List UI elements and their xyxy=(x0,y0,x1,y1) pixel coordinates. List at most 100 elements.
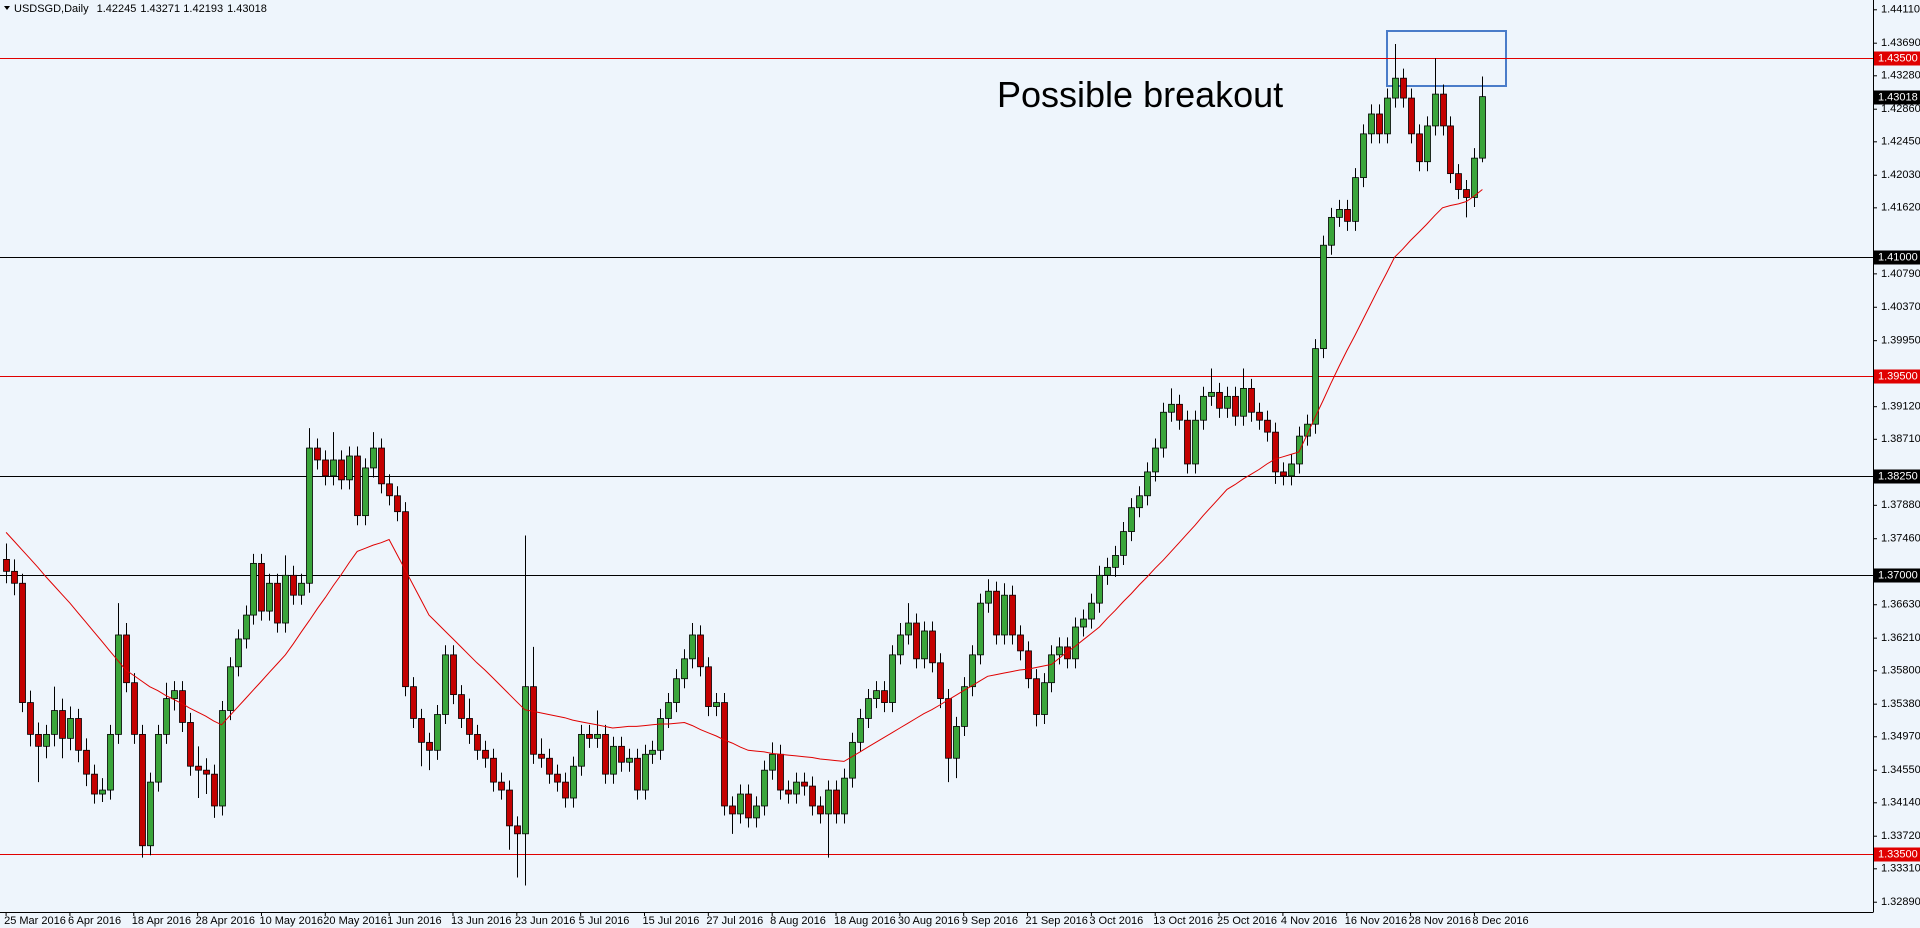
x-tick-label: 1 Jun 2016 xyxy=(387,915,441,927)
candle-body xyxy=(1232,395,1239,417)
candle xyxy=(1447,116,1454,184)
candle-body xyxy=(1320,244,1327,350)
candle-body xyxy=(841,777,848,815)
candle xyxy=(434,704,441,760)
candle xyxy=(1112,545,1119,577)
candle xyxy=(1471,148,1478,208)
candle-body xyxy=(434,714,441,751)
candle-body xyxy=(1025,650,1032,680)
candle-body xyxy=(386,483,393,497)
candle-body xyxy=(1176,403,1183,421)
candle-body xyxy=(985,590,992,604)
candle xyxy=(1392,43,1399,108)
candle xyxy=(634,748,641,800)
candle-body xyxy=(626,757,633,763)
candle xyxy=(1336,199,1343,227)
header-close: 1.43018 xyxy=(227,3,267,15)
candle xyxy=(1272,422,1279,484)
candle xyxy=(1176,394,1183,430)
candle-body xyxy=(881,690,888,703)
candle xyxy=(402,502,409,697)
candle xyxy=(737,784,744,824)
candle xyxy=(1136,486,1143,518)
candle-body xyxy=(35,733,42,747)
candle-body xyxy=(745,793,752,819)
candle-body xyxy=(211,773,218,807)
candle-body xyxy=(266,582,273,612)
candle xyxy=(761,760,768,816)
x-tick-label: 8 Aug 2016 xyxy=(770,915,826,927)
candle-body xyxy=(1264,419,1271,433)
candle xyxy=(1248,378,1255,422)
candle-body xyxy=(945,698,952,759)
x-tick-label: 10 May 2016 xyxy=(259,915,323,927)
x-tick-label: 8 Dec 2016 xyxy=(1472,915,1528,927)
candle-body xyxy=(833,789,840,815)
candle-body xyxy=(937,662,944,699)
candle-body xyxy=(897,634,904,656)
x-tick-label: 27 Jul 2016 xyxy=(706,915,763,927)
candle-body xyxy=(410,686,417,719)
candle-body xyxy=(793,781,800,795)
candle xyxy=(865,689,872,729)
candle xyxy=(570,756,577,808)
candle xyxy=(961,677,968,736)
candle xyxy=(929,621,936,673)
candle-body xyxy=(1072,626,1079,660)
candle xyxy=(123,623,130,693)
candle-body xyxy=(1112,555,1119,568)
candle-body xyxy=(1376,113,1383,135)
candle xyxy=(163,682,170,744)
candle xyxy=(458,685,465,729)
candle-body xyxy=(394,495,401,513)
candle xyxy=(705,657,712,717)
candle xyxy=(290,565,297,605)
candle xyxy=(857,708,864,752)
candle-body xyxy=(370,447,377,469)
x-tick-label: 21 Sep 2016 xyxy=(1026,915,1088,927)
candle xyxy=(51,686,58,747)
y-tick-label: 1.43690 xyxy=(1881,37,1920,49)
candle xyxy=(1216,382,1223,418)
candle-body xyxy=(993,590,1000,636)
annotation: Possible breakout xyxy=(997,74,1283,115)
candle-body xyxy=(155,733,162,783)
candle xyxy=(314,438,321,470)
candle-body xyxy=(1256,411,1263,421)
candle xyxy=(179,681,186,733)
candle-body xyxy=(195,765,202,771)
candle xyxy=(235,629,242,677)
candle-body xyxy=(450,654,457,696)
level-label: 1.39500 xyxy=(1878,370,1918,382)
candle-body xyxy=(729,805,736,815)
candle-body xyxy=(602,733,609,775)
candle xyxy=(897,623,904,665)
candle-body xyxy=(1400,77,1407,99)
candle xyxy=(769,742,776,780)
candle-body xyxy=(634,757,641,791)
candle xyxy=(1328,207,1335,255)
candle xyxy=(378,438,385,494)
candle xyxy=(985,579,992,613)
menu-arrow[interactable] xyxy=(4,6,10,10)
level-label: 1.37000 xyxy=(1878,569,1918,581)
candle-body xyxy=(1344,209,1351,222)
candle-body xyxy=(1088,602,1095,620)
candle-body xyxy=(777,753,784,791)
candle xyxy=(1017,625,1024,661)
candle-body xyxy=(442,654,449,715)
y-tick-label: 1.34140 xyxy=(1881,797,1920,809)
header-low: 1.42193 xyxy=(183,3,223,15)
x-tick-label: 28 Apr 2016 xyxy=(196,915,255,927)
candle-body xyxy=(681,658,688,680)
candle xyxy=(195,746,202,799)
x-tick-label: 28 Nov 2016 xyxy=(1409,915,1471,927)
candle xyxy=(1128,498,1135,542)
candle-body xyxy=(274,582,281,624)
candle xyxy=(713,693,720,717)
candle-body xyxy=(51,710,58,735)
candle xyxy=(466,698,473,744)
candle-body xyxy=(1064,646,1071,660)
candle-body xyxy=(243,614,250,640)
candle xyxy=(490,748,497,792)
